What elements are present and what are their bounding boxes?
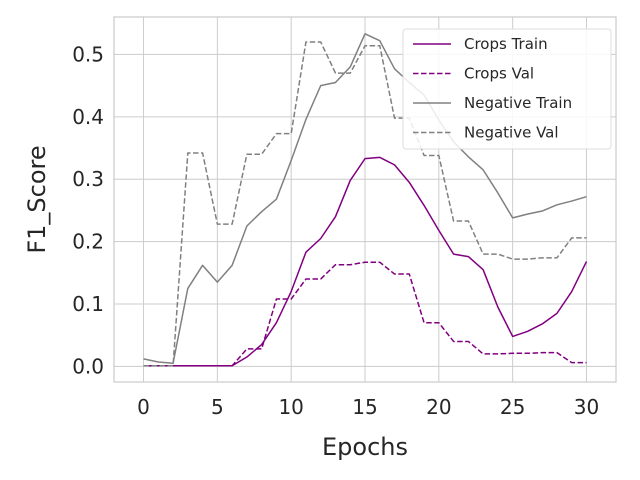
x-tick-label: 30: [574, 395, 599, 419]
legend-box: [402, 28, 612, 150]
series-line-crops-val: [143, 261, 587, 367]
legend-label: Negative Train: [464, 94, 572, 112]
y-tick-label: 0.1: [72, 292, 104, 316]
y-tick-label: 0.0: [72, 354, 104, 378]
series-line-negative-train: [143, 33, 587, 365]
y-tick-label: 0.4: [72, 105, 104, 129]
y-tick-label: 0.5: [72, 42, 104, 66]
series-layer: [143, 33, 588, 367]
series-line-negative-val: [143, 41, 587, 367]
legend: Crops Train Crops Val Negative Train Negati…: [402, 28, 612, 150]
legend-label: Crops Val: [464, 65, 534, 83]
legend-label: Negative Val: [464, 124, 559, 142]
x-tick-label: 20: [426, 395, 451, 419]
y-tick-label: 0.3: [72, 167, 104, 191]
x-tick-label: 0: [137, 395, 150, 419]
x-tick-label: 5: [211, 395, 224, 419]
x-tick-label: 10: [278, 395, 303, 419]
y-tick-label: 0.2: [72, 230, 104, 254]
grid: [114, 17, 616, 382]
x-axis-label: Epochs: [322, 433, 408, 461]
x-tick-label: 25: [500, 395, 525, 419]
y-axis-label: F1_Score: [23, 145, 51, 253]
legend-label: Crops Train: [464, 35, 548, 53]
tick-labels: 0 5 10 15 20 25 30 0.0 0.1 0.2 0.3 0.4 0.5: [72, 42, 599, 419]
x-tick-label: 15: [352, 395, 377, 419]
